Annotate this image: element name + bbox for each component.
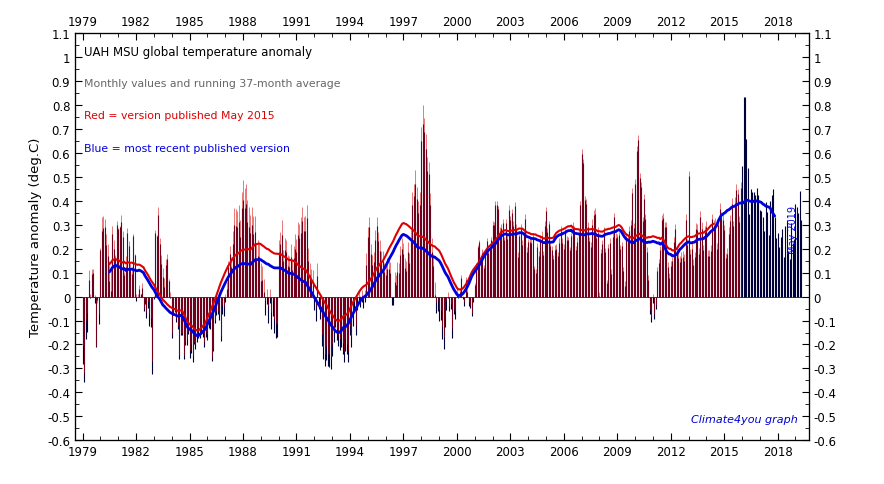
Text: Red = version published May 2015: Red = version published May 2015 [84,111,275,121]
Text: UAH MSU global temperature anomaly: UAH MSU global temperature anomaly [84,46,312,59]
Text: Climate4you graph: Climate4you graph [691,414,798,424]
Text: Blue = most recent published version: Blue = most recent published version [84,144,290,153]
Y-axis label: Temperature anomaly (deg.C): Temperature anomaly (deg.C) [28,137,42,337]
Text: Monthly values and running 37-month average: Monthly values and running 37-month aver… [84,78,340,89]
Text: May 2019: May 2019 [788,205,797,253]
